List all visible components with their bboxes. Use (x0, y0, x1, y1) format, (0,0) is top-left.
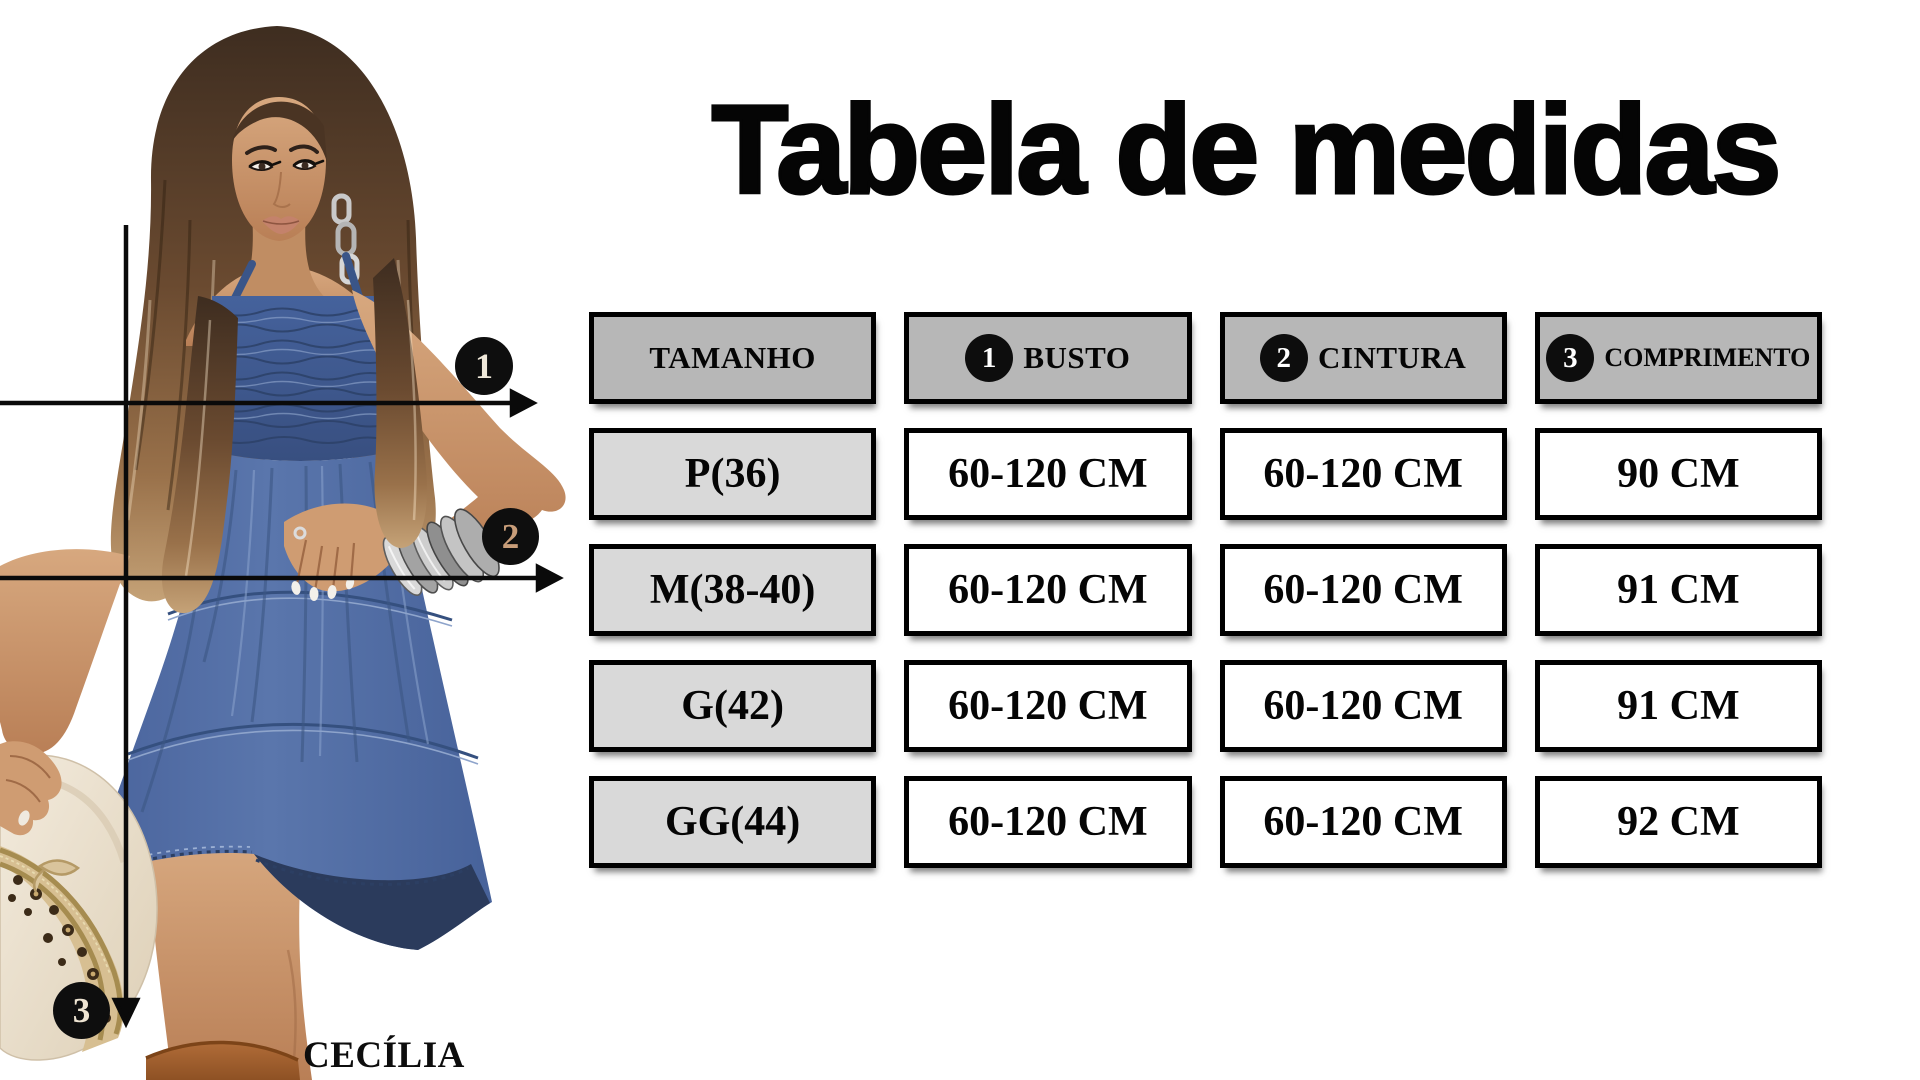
busto-cell: 60-120 CM (904, 428, 1192, 520)
busto-cell: 60-120 CM (904, 660, 1192, 752)
busto-cell: 60-120 CM (904, 544, 1192, 636)
eyebrow-right (289, 144, 319, 154)
column-header-comprimento: 3 COMPRIMENTO (1534, 312, 1822, 404)
hat-cord-bow (33, 859, 81, 893)
cintura-cell: 60-120 CM (1219, 544, 1507, 636)
neck (236, 212, 330, 302)
busto-value: 60-120 CM (948, 683, 1148, 729)
size-cell: P(36) (589, 428, 877, 520)
cintura-cell: 60-120 CM (1219, 428, 1507, 520)
marker-1-busto: 1 (455, 337, 513, 395)
dress-strap-left (230, 260, 256, 304)
comprimento-value: 91 CM (1617, 567, 1740, 613)
lips (262, 216, 300, 234)
cintura-value: 60-120 CM (1263, 683, 1463, 729)
column-label: CINTURA (1318, 340, 1467, 375)
busto-value: 60-120 CM (948, 799, 1148, 845)
eyebrow-left (245, 145, 277, 155)
column-header-tamanho: TAMANHO (589, 312, 877, 404)
leg (145, 840, 312, 1080)
busto-value: 60-120 CM (948, 567, 1148, 613)
column-header-busto: 1 BUSTO (904, 312, 1192, 404)
comprimento-cell: 91 CM (1534, 660, 1822, 752)
measurement-arrows (0, 225, 564, 1029)
nose (272, 171, 291, 208)
size-cell: G(42) (589, 660, 877, 752)
hem-underside (254, 854, 490, 950)
cintura-value: 60-120 CM (1263, 799, 1463, 845)
hairline (232, 101, 327, 162)
size-table: TAMANHO 1 BUSTO 2 CINTURA 3 COMPRIMENTO … (589, 312, 1822, 868)
cintura-value: 60-120 CM (1263, 451, 1463, 497)
comprimento-cell: 90 CM (1534, 428, 1822, 520)
size-label: GG(44) (664, 799, 801, 845)
face (232, 97, 327, 241)
ring-icon (293, 526, 307, 540)
column-header-cintura: 2 CINTURA (1219, 312, 1507, 404)
boot (146, 1042, 300, 1080)
badge-1-icon: 1 (965, 334, 1014, 382)
column-label: COMPRIMENTO (1604, 343, 1811, 372)
cintura-cell: 60-120 CM (1219, 660, 1507, 752)
size-label: P(36) (684, 451, 781, 497)
column-label: TAMANHO (649, 340, 816, 375)
size-cell: M(38-40) (589, 544, 877, 636)
busto-cell: 60-120 CM (904, 776, 1192, 868)
comprimento-value: 90 CM (1617, 451, 1740, 497)
size-label: G(42) (681, 683, 784, 729)
badge-3-icon: 3 (1546, 334, 1595, 382)
marker-2-cintura: 2 (482, 508, 539, 565)
badge-2-icon: 2 (1260, 334, 1309, 382)
size-label: M(38-40) (649, 567, 816, 613)
cintura-cell: 60-120 CM (1219, 776, 1507, 868)
marker-3-comprimento: 3 (53, 982, 110, 1039)
comprimento-cell: 92 CM (1534, 776, 1822, 868)
comprimento-value: 92 CM (1617, 799, 1740, 845)
product-name: CECÍLIA (303, 1035, 465, 1076)
cintura-value: 60-120 CM (1263, 567, 1463, 613)
comprimento-cell: 91 CM (1534, 544, 1822, 636)
size-cell: GG(44) (589, 776, 877, 868)
column-label: BUSTO (1023, 340, 1131, 375)
comprimento-value: 91 CM (1617, 683, 1740, 729)
busto-value: 60-120 CM (948, 451, 1148, 497)
page-title: Tabela de medidas (710, 78, 1783, 222)
